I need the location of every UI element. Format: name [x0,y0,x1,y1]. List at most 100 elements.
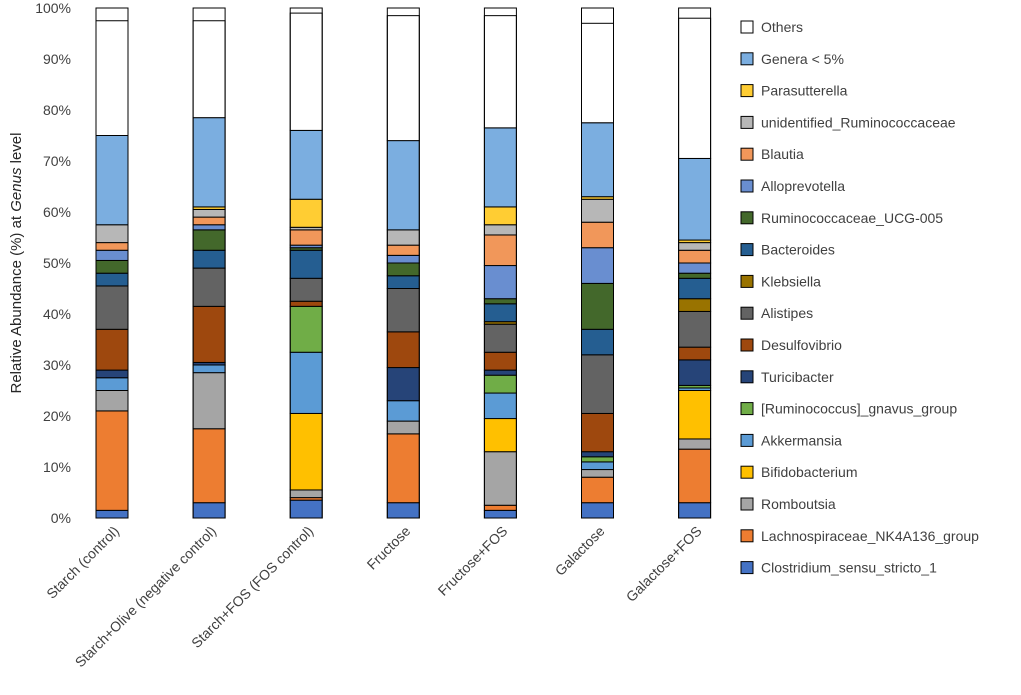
bar-segment [289,412,323,491]
bar-segment [192,305,226,363]
bar-outline [386,7,420,519]
legend-label: Desulfovibrio [761,337,842,353]
legend-swatch [740,243,754,257]
bar-segment [581,22,614,124]
bar-segment [289,129,323,200]
category-labels: Starch (control)Starch+Olive (negative c… [43,523,705,671]
bar-segment [581,456,614,463]
legend-item: Romboutsia [740,496,836,512]
legend-item: Turicibacter [740,369,834,385]
bar-segment [192,502,226,519]
legend-swatch [740,433,754,447]
bar-segment [483,206,517,226]
legend-swatch [740,115,754,129]
bar-segment [95,285,129,330]
bar-segment [678,438,712,450]
legend-label: Parasutterella [761,83,848,99]
bar-segment [95,410,129,511]
legend-label: Others [761,19,803,35]
legend-label: Alistipes [761,305,813,321]
bar-segment [386,502,420,519]
legend-label: Ruminococcaceae_UCG-005 [761,210,943,226]
legend-label: Akkermansia [761,432,842,448]
legend-label: Bifidobacterium [761,464,858,480]
bar-segment [289,249,323,279]
bar-segment [581,198,614,223]
bar-segment [386,433,420,504]
bar-segment [386,400,420,422]
y-tick-label: 80% [43,102,71,118]
legend-swatch [740,211,754,225]
bars [95,7,712,519]
bar-segment [192,117,226,208]
bar-segment [95,390,129,412]
bar-segment [483,451,517,506]
y-axis-label-suffix: level [8,132,25,167]
y-tick-label: 0% [51,510,71,526]
bar-segment [289,229,323,246]
legend-swatch [740,179,754,193]
bar-segment [678,359,712,386]
bar-outline [581,7,614,519]
legend-label: Alloprevotella [761,178,845,194]
legend-label: Romboutsia [761,496,836,512]
bar-segment [95,20,129,136]
y-tick-label: 50% [43,255,71,271]
bar-segment [483,392,517,420]
bar-stack [289,7,323,519]
bar-segment [581,461,614,471]
bar-segment [678,272,712,279]
legend-label: Clostridium_sensu_stricto_1 [761,560,937,576]
y-tick-label: 40% [43,306,71,322]
bar-segment [192,20,226,119]
legend-label: Turicibacter [761,369,834,385]
legend-swatch [740,465,754,479]
legend-swatch [740,497,754,511]
y-axis-label: Relative Abundance (%) at Genus level [8,132,25,393]
bar-segment [289,198,323,228]
legend-item: Blautia [740,146,804,162]
bar-stack [483,7,517,519]
bar-segment [678,448,712,504]
bar-segment [386,140,420,231]
legend-item: Genera < 5% [740,51,844,67]
bar-outline [483,7,517,519]
bar-segment [678,157,712,241]
bar-segment [678,17,712,159]
bar-segment [95,328,129,371]
legend: Others Genera < 5% Parasutterella unidentif… [740,19,979,576]
bar-segment [95,509,129,519]
bar-segment [581,502,614,519]
bar-segment [289,12,323,131]
bar-segment [386,262,420,277]
bar-stack [678,7,712,519]
bar-segment [678,502,712,519]
legend-item: Others [740,19,803,35]
bar-segment [192,428,226,504]
legend-swatch [740,338,754,352]
legend-label: unidentified_Ruminococcaceae [761,114,956,130]
bar-segment [581,328,614,356]
y-tick-label: 70% [43,153,71,169]
category-label: Fructose+FOS [435,523,511,599]
bar-segment [483,418,517,453]
bar-segment [289,277,323,302]
bar-segment [95,377,129,391]
bar-segment [483,351,517,371]
bar-segment [386,288,420,333]
bar-segment [192,249,226,269]
legend-label: [Ruminococcus]_gnavus_group [761,401,957,417]
legend-label: Genera < 5% [761,51,844,67]
legend-item: Klebsiella [740,273,821,289]
bar-segment [581,122,614,198]
legend-item: Clostridium_sensu_stricto_1 [740,560,937,576]
bar-segment [95,242,129,251]
bar-segment [386,254,420,264]
category-label: Fructose [364,523,414,573]
bar-segment [678,277,712,300]
legend-swatch [740,84,754,98]
bar-segment [192,364,226,374]
bar-segment [192,229,226,251]
bar-segment [483,323,517,353]
